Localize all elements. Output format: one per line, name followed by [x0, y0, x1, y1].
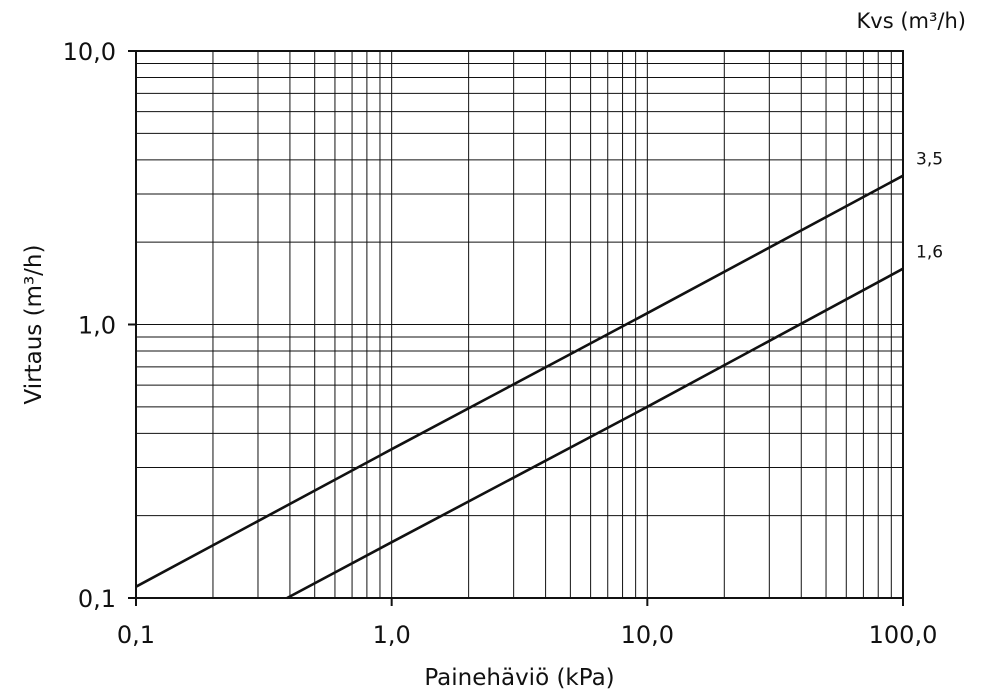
legend-title: Kvs (m³/h): [857, 9, 966, 33]
tick-labels: 0,1 1,0 10,0 100,0 0,1 1,0 10,0: [63, 38, 938, 649]
y-axis-title: Virtaus (m³/h): [21, 245, 47, 405]
grid: [136, 51, 903, 598]
x-tick-label: 100,0: [869, 621, 938, 649]
series-label: 3,5: [916, 150, 943, 170]
y-tick-label: 0,1: [78, 585, 116, 613]
x-axis-title: Painehäviö (kPa): [424, 665, 614, 691]
series-line-kvs-1-6: [286, 267, 904, 600]
y-tick-label: 10,0: [63, 38, 116, 66]
x-tick-label: 0,1: [117, 621, 155, 649]
y-tick-label: 1,0: [78, 312, 116, 340]
series-lines: 3,5 1,6: [135, 150, 943, 600]
x-tick-label: 10,0: [621, 621, 674, 649]
series-label: 1,6: [916, 243, 943, 263]
x-tick-label: 1,0: [373, 621, 411, 649]
series-line-kvs-3-5: [135, 174, 904, 588]
